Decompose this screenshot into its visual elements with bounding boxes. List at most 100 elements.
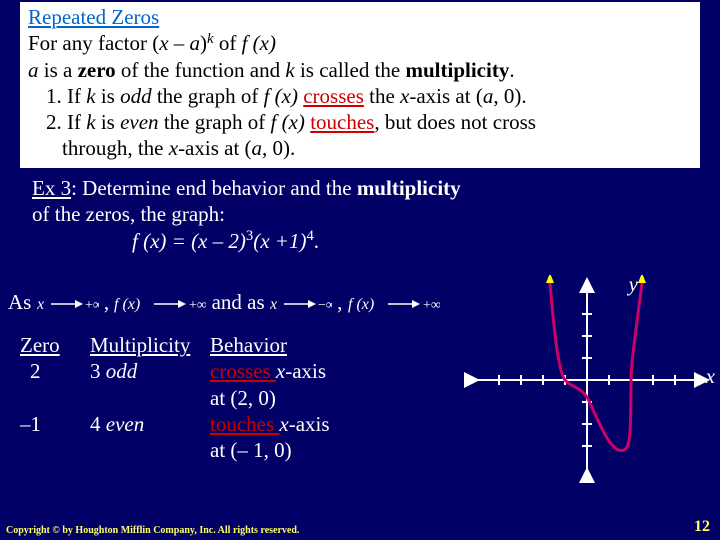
t: k	[207, 31, 214, 47]
table-row: –1 4 even touches x-axis at (– 1, 0)	[20, 411, 390, 464]
ex-line-1: Ex 3: Determine end behavior and the mul…	[32, 175, 461, 201]
def-rule-1: 1. If k is odd the graph of f (x) crosse…	[28, 83, 692, 109]
th-mult: Multiplicity	[90, 332, 210, 358]
t: is	[96, 84, 121, 108]
svg-text:+∞: +∞	[189, 298, 206, 313]
t: zero	[78, 58, 116, 82]
t: touches	[310, 110, 374, 134]
cell-zero-1: 2	[20, 358, 90, 411]
svg-text:x: x	[270, 296, 277, 313]
t: f (x)	[271, 110, 305, 134]
t: the	[364, 84, 400, 108]
svg-text:f (x): f (x)	[348, 296, 374, 313]
t: multiplicity	[357, 176, 461, 200]
ex-line-2: of the zeros, the graph:	[32, 201, 461, 227]
svg-text:−∞: −∞	[318, 298, 332, 313]
def-title-text: Repeated Zeros	[28, 5, 159, 29]
t: crosses	[210, 359, 276, 383]
t: 3	[246, 228, 253, 244]
limit-fx-plus-inf-2-icon: f (x) +∞	[348, 294, 440, 314]
copyright-text: Copyright © by Houghton Mifflin Company,…	[6, 525, 299, 536]
t: multiplicity	[406, 58, 510, 82]
t: is	[96, 110, 121, 134]
t: Ex 3	[32, 176, 71, 200]
t: ,	[104, 290, 115, 314]
t: at (– 1, 0)	[210, 437, 390, 463]
t: touches	[210, 412, 279, 436]
t: , 0).	[493, 84, 526, 108]
table-header-row: Zero Multiplicity Behavior	[20, 332, 390, 358]
t: a	[28, 58, 39, 82]
def-title: Repeated Zeros	[28, 4, 692, 30]
t: : Determine end behavior and the	[71, 176, 357, 200]
t: x	[276, 359, 285, 383]
t: x	[279, 412, 288, 436]
ex-equation: f (x) = (x – 2)3(x +1)4.	[32, 228, 461, 254]
t: even	[106, 412, 144, 436]
cell-beh-1: crosses x-axis at (2, 0)	[210, 358, 390, 411]
t: of	[214, 31, 242, 55]
table-row: 2 3 odd crosses x-axis at (2, 0)	[20, 358, 390, 411]
cell-beh-2: touches x-axis at (– 1, 0)	[210, 411, 390, 464]
t: 3	[90, 359, 106, 383]
definition-box: Repeated Zeros For any factor (x – a)k o…	[18, 0, 702, 170]
t: -axis at (	[409, 84, 482, 108]
polynomial-graph	[462, 275, 712, 485]
cell-mult-1: 3 odd	[90, 358, 210, 411]
t: )	[200, 31, 207, 55]
t: the graph of	[152, 84, 264, 108]
limit-x-minus-inf-icon: x −∞	[270, 294, 332, 314]
t: k	[86, 110, 95, 134]
cell-zero-2: –1	[20, 411, 90, 464]
def-rule-2b: through, the x-axis at (a, 0).	[28, 135, 692, 161]
t: is a	[39, 58, 78, 82]
t: –	[169, 31, 190, 55]
limit-fx-plus-inf-icon: f (x)+∞	[114, 294, 206, 314]
limits-line: As x+∞ , f (x)+∞ and as x−∞ , f (x)+∞	[8, 290, 440, 315]
t: ,	[337, 290, 348, 314]
t: k	[285, 58, 294, 82]
t: For any factor (	[28, 31, 159, 55]
svg-text:+∞: +∞	[423, 298, 440, 313]
t: -axis at (	[178, 136, 251, 160]
t: x	[169, 136, 178, 160]
def-line-1: For any factor (x – a)k of f (x)	[28, 30, 692, 56]
t: x	[400, 84, 409, 108]
t: (x +1)	[253, 229, 306, 253]
t: x	[159, 31, 168, 55]
svg-text:x: x	[37, 296, 44, 313]
page-number: 12	[694, 518, 710, 536]
t: 4	[90, 412, 106, 436]
example-block: Ex 3: Determine end behavior and the mul…	[32, 175, 461, 254]
def-line-2: a is a zero of the function and k is cal…	[28, 57, 692, 83]
t: even	[120, 110, 158, 134]
t: through, the	[62, 136, 169, 160]
th-beh: Behavior	[210, 332, 390, 358]
t: f (x)	[264, 84, 298, 108]
t: 1. If	[46, 84, 86, 108]
t: odd	[120, 84, 152, 108]
zeros-table: Zero Multiplicity Behavior 2 3 odd cross…	[20, 332, 390, 463]
t: k	[86, 84, 95, 108]
t: odd	[106, 359, 138, 383]
t: of the function and	[116, 58, 286, 82]
def-rule-2a: 2. If k is even the graph of f (x) touch…	[28, 109, 692, 135]
t: f (x) = (x – 2)	[132, 229, 246, 253]
t: .	[509, 58, 514, 82]
t: -axis	[285, 359, 326, 383]
t: crosses	[303, 84, 364, 108]
t: 2. If	[46, 110, 86, 134]
t: , 0).	[262, 136, 295, 160]
th-zero: Zero	[20, 332, 90, 358]
t: -axis	[289, 412, 330, 436]
t: , but does not cross	[374, 110, 536, 134]
t: and as	[212, 290, 270, 314]
t: the graph of	[159, 110, 271, 134]
cell-mult-2: 4 even	[90, 411, 210, 464]
t: is called the	[295, 58, 406, 82]
t: As	[8, 290, 37, 314]
t: .	[314, 229, 319, 253]
t: a	[190, 31, 201, 55]
t: a	[252, 136, 263, 160]
t: 4	[306, 228, 313, 244]
